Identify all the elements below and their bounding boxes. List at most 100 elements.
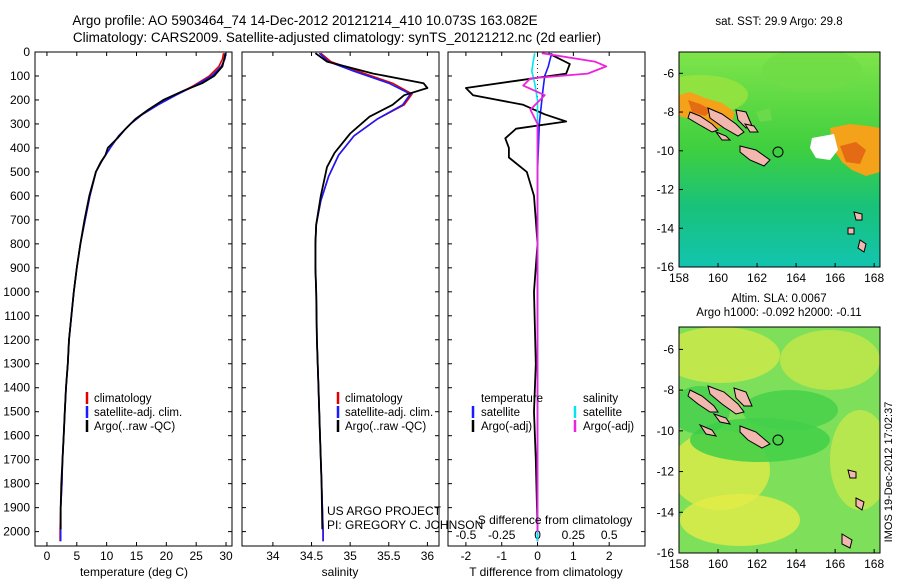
difference-legend: temperature satellite Argo(-adj) salinit… [471,393,634,433]
x-tick-label: 0 [534,549,541,563]
depth-tick-label: 1000 [3,285,30,299]
depth-tick-label: 100 [10,69,30,83]
map-lat-tick-label: -16 [657,546,675,560]
legend-label-satellite: satellite-adj. clim. [94,407,182,419]
imos-timestamp: IMOS 19-Dec-2012 17:02:37 [883,402,895,543]
solomon-islands [687,385,865,549]
sla-high-patch [830,410,880,510]
series-line-argo-raw-qc [59,53,227,530]
map-lon-tick-label: 166 [825,557,845,571]
s-tick-label: 0.5 [601,528,618,542]
x-tick-label: 36 [421,549,435,563]
map-lon-tick-label: 164 [786,271,806,285]
map-lat-tick-label: -6 [663,66,674,80]
legend-label-argo: Argo(..raw -QC) [345,421,426,433]
depth-tick-label: 1200 [3,333,30,347]
map-lon-tick-label: 158 [669,557,689,571]
map-lat-tick-label: -16 [657,260,675,274]
x-tick-label: 1 [570,549,577,563]
legend-label-t-argo: Argo(-adj) [481,421,532,433]
map-lon-tick-label: 168 [864,271,884,285]
sla-high-patch [780,330,880,390]
temperature-panel-frame [34,51,233,547]
sst-hot-core [840,142,866,164]
map-lat-tick-label: -6 [663,342,674,356]
map-lon-tick-label: 158 [669,271,689,285]
legend-label-argo: Argo(..raw -QC) [94,421,175,433]
legend-label-satellite: satellite-adj. clim. [345,407,433,419]
temperature-legend: climatology satellite-adj. clim. Argo(..… [85,392,182,433]
legend-label-t-satellite: satellite [481,407,520,419]
map-lon-tick-label: 160 [708,557,728,571]
sla-map-frame [678,326,881,554]
difference-panel-frame [447,51,646,547]
salinity-plot-lines [314,52,429,542]
map-lat-tick-label: -14 [657,221,675,235]
sla-low-patch [742,390,838,430]
legend-label-s-argo: Argo(-adj) [583,421,634,433]
x-tick-label: 34 [266,549,280,563]
depth-axis: 0 100 200 300 400 500 600 700 800 900 1000 1100 1200… [3,45,645,539]
depth-tick-label: 400 [10,141,30,155]
project-annotation-line2: PI: GREGORY C. JOHNSON [327,518,483,532]
depth-tick-label: 500 [10,165,30,179]
salinity-panel-frame [241,51,440,547]
x-tick-label: 25 [190,549,204,563]
x-tick-label: 34.5 [300,549,324,563]
salinity-legend: climatology satellite-adj. clim. Argo(..… [336,392,433,433]
figure-title-line1: Argo profile: AO 5903464_74 14-Dec-2012 … [72,13,537,28]
map-lon-tick-label: 162 [747,271,767,285]
sla-map-title: Altim. SLA: 0.0067 [731,293,826,305]
x-tick-label: 35.5 [377,549,401,563]
depth-tick-label: 700 [10,213,30,227]
sla-high-patch [680,494,800,546]
depth-tick-label: 0 [23,45,30,59]
depth-tick-label: 800 [10,237,30,251]
figure-title-line2: Climatology: CARS2009. Satellite-adjuste… [73,30,601,45]
sst-map-field [679,52,880,267]
x-tick-label: -1 [496,549,507,563]
map-lat-tick-label: -8 [663,105,674,119]
map-lon-tick-label: 168 [864,557,884,571]
x-tick-label: 10 [100,549,114,563]
legend-title-salinity: salinity [583,393,618,405]
series-line-salinity-argo-adj [522,52,608,532]
x-tick-label: -2 [461,549,472,563]
x-tick-label: 5 [73,549,80,563]
x-tick-label: 30 [219,549,233,563]
map-lat-tick-label: -12 [657,465,675,479]
temperature-x-axis: 0 5 10 15 20 25 30 [44,52,233,563]
legend-label-climatology: climatology [94,393,152,405]
map-lon-tick-label: 162 [747,557,767,571]
series-line-climatology [314,52,413,542]
depth-tick-label: 300 [10,117,30,131]
temperature-plot-lines [59,53,227,542]
depth-tick-label: 900 [10,261,30,275]
legend-label-climatology: climatology [345,393,403,405]
depth-tick-label: 1600 [3,429,30,443]
legend-title-temperature: temperature [481,393,543,405]
series-line-temperature-argo-adj [464,52,571,530]
sst-map-frame [678,51,881,268]
salinity-x-axis: 34 34.5 35 35.5 36 [266,52,434,563]
depth-tick-label: 200 [10,93,30,107]
legend-label-s-satellite: satellite [583,407,622,419]
map-lon-tick-label: 164 [786,557,806,571]
sst-map-axes: 158 160 162 164 166 168 -6 -8 -10 -12 -14 -16 [657,66,885,285]
sst-missing-data [810,134,838,160]
sst-patch [756,108,772,122]
x-tick-label: 35 [343,549,357,563]
sla-map-axes: 158 160 162 164 166 168 -6 -8 -10 -12 -14 -16 [657,342,885,571]
series-line-satellite-adj-clim [314,52,412,542]
sla-map-subtitle: Argo h1000: -0.092 h2000: -0.11 [696,307,861,319]
s-tick-label: -0.25 [488,528,516,542]
x-tick-label: 15 [130,549,144,563]
map-lat-tick-label: -10 [657,144,675,158]
series-line-climatology [59,53,225,542]
argo-location-marker [772,434,784,446]
difference-plot-lines [464,52,608,542]
map-lon-tick-label: 160 [708,271,728,285]
depth-tick-label: 1500 [3,405,30,419]
depth-tick-label: 1300 [3,357,30,371]
